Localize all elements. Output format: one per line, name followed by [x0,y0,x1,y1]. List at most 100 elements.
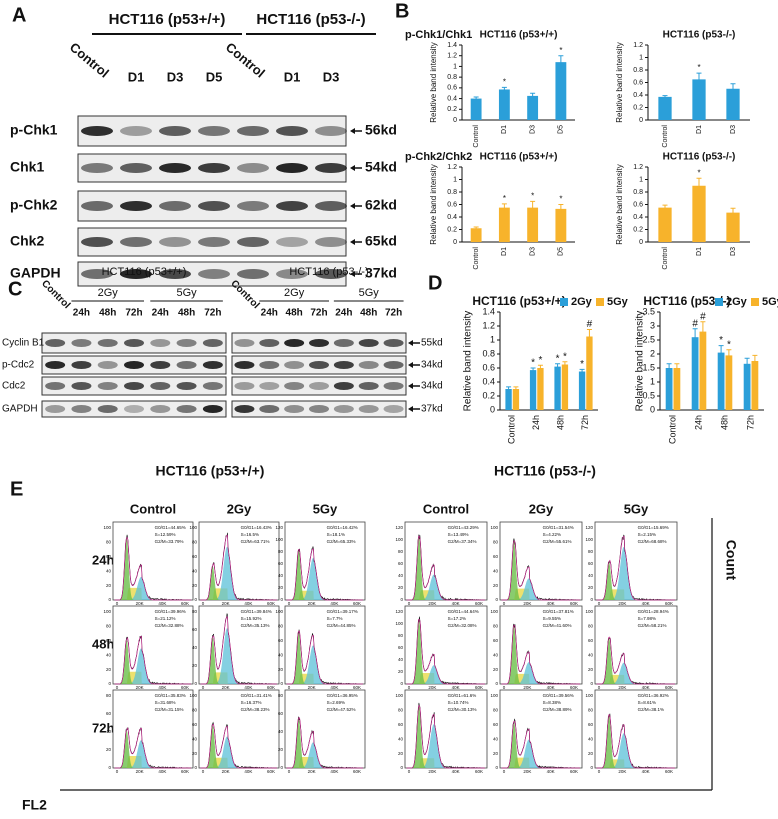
x-tick-label: 60K [267,685,275,690]
y-tick-label: 60 [278,638,284,643]
x-tick-label: 40K [642,601,650,606]
histogram-area [117,648,161,684]
x-tick-label: 60K [181,769,189,774]
error-bar [718,345,724,360]
y-tick-label: 20 [588,751,594,756]
band [159,269,191,279]
significance-mark: * [563,351,567,362]
band [284,382,305,390]
time-label: 48h [360,308,377,319]
x-tick-label: 60K [267,601,275,606]
significance-mark: * [559,195,562,204]
phase-stat: G0/G1=35.83% [155,693,186,698]
x-tick-label: 0 [408,769,411,774]
y-tick-label: 60 [493,638,499,643]
band [97,339,118,347]
band [309,382,329,390]
histogram-fit [596,636,675,685]
y-tick-label: 20 [106,747,112,752]
band [120,126,152,136]
y-tick-label: 0.2 [447,226,457,233]
size-label: 34kd [421,360,443,371]
y-tick-label: 20 [192,583,198,588]
lane-label: Control [67,39,112,80]
row-label: p-Chk1 [10,122,58,138]
y-tick-label: 3 [650,320,655,330]
bar [586,336,593,410]
band [234,339,255,347]
y-tick-label: 0.2 [447,106,457,113]
y-tick-label: 0 [495,597,498,602]
x-tick-label: 20K [136,601,144,606]
significance-mark: # [692,318,698,329]
dose-label: 5Gy [359,287,380,299]
column-label: 2Gy [529,501,554,516]
y-tick-label: 1.2 [447,53,457,60]
y-tick-label: 0 [108,765,111,770]
x-tick-label: 24h [531,415,541,430]
lane-label: D1 [284,69,301,84]
x-tick-label: 24h [693,415,703,430]
x-tick-label: 40K [158,685,166,690]
y-tick-label: 0 [590,765,593,770]
phase-stat: S=8.61% [638,700,656,705]
y-tick-label: 80 [493,540,499,545]
arrow-head [350,203,355,209]
size-label: 54kd [365,159,397,175]
y-tick-label: 40 [398,573,404,578]
band [45,339,66,347]
phase-stat: G2/M=65.33% [327,539,356,544]
phase-stat: G0/G1=39.56% [543,693,574,698]
band [97,361,118,369]
y-tick-label: 80 [106,624,112,629]
y-tick-label: 0.8 [447,74,457,81]
band [45,405,66,413]
y-tick-label: 1.4 [482,306,495,316]
band [237,163,269,173]
y-tick-label: 80 [398,633,404,638]
y-tick-label: 80 [398,549,404,554]
time-label: 48h [99,308,116,319]
phase-stat: G2/M=38.23% [241,707,270,712]
phase-stat: G2/M=44.85% [327,623,356,628]
band [259,405,280,413]
x-tick-label: 20K [136,685,144,690]
phase-stat: G0/G1=15.69% [638,525,669,530]
y-tick-label: 20 [192,751,198,756]
histogram-fit [406,705,485,769]
x-tick-label: 40K [330,685,338,690]
band [284,339,305,347]
y-tick-label: 20 [398,751,404,756]
phase-stat: S=21.12% [155,616,176,621]
band [358,405,379,413]
x-tick-label: 40K [547,601,555,606]
bar [699,331,707,410]
phase-stat: G2/M=38.1% [638,707,664,712]
histogram-fit [406,619,485,685]
time-label: 24h [73,308,90,319]
bar [470,98,482,120]
x-tick-label: 0 [503,769,506,774]
error-bar [579,368,585,374]
y-tick-label: 0.6 [633,79,643,86]
column-label: 5Gy [624,501,649,516]
phase-stat: G2/M=55.61% [543,539,572,544]
error-bar [530,367,536,373]
phase-stat: S=13.49% [448,532,469,537]
x-tick-label: 40K [547,685,555,690]
y-tick-label: 60 [588,638,594,643]
x-tick-label: 0 [116,685,119,690]
histogram-area [117,730,161,768]
histogram-area [289,549,333,600]
y-tick-label: 2 [650,348,655,358]
histogram-area [599,637,645,684]
y-tick-label: 0 [194,597,197,602]
y-tick-label: 80 [192,708,198,713]
band [159,126,191,136]
band [97,405,118,413]
y-tick-label: 40 [493,568,499,573]
size-label: 37kd [421,404,443,415]
arrow-head [408,362,413,368]
bar [673,368,681,410]
group-title: HCT116 (p53-/-) [494,463,596,479]
